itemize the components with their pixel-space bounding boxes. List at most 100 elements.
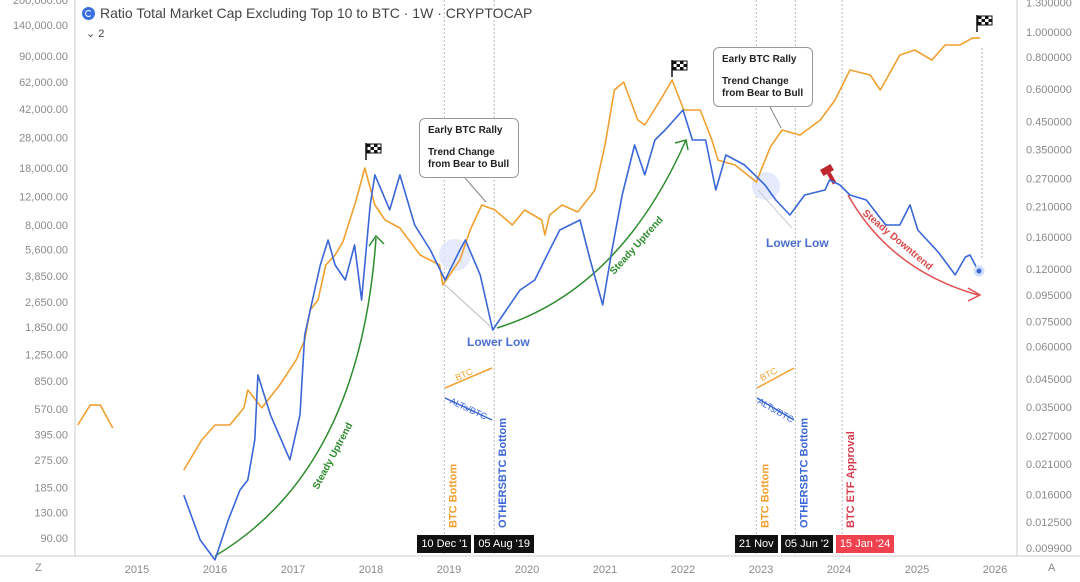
right-axis-tick: 0.800000 xyxy=(1026,52,1072,64)
event-label: OTHERSBTC Bottom xyxy=(497,418,509,528)
right-axis-tick: 0.009900 xyxy=(1026,543,1072,555)
lower-low-arrow xyxy=(757,189,793,229)
zoom-toggle[interactable]: Z xyxy=(35,562,42,574)
right-axis-tick: 0.120000 xyxy=(1026,264,1072,276)
uptrend-arc xyxy=(214,237,377,557)
mini-legend-alts: ALTs/BTC xyxy=(756,396,796,425)
left-axis-tick: 185.00 xyxy=(34,483,68,495)
callout-line: Trend Change xyxy=(428,147,495,158)
chevron-down-icon: ⌄ xyxy=(86,28,96,40)
chart-title-text: Ratio Total Market Cap Excluding Top 10 … xyxy=(100,5,533,21)
right-axis-tick: 0.045000 xyxy=(1026,374,1072,386)
callout-early-btc-rally: Early BTC Rally Trend Change from Bear t… xyxy=(419,118,519,178)
chart-title[interactable]: Ratio Total Market Cap Excluding Top 10 … xyxy=(82,5,532,21)
checkered-flag-icon xyxy=(976,15,993,32)
mini-legend-btc-line xyxy=(756,367,795,389)
lower-low-label: Lower Low xyxy=(766,236,829,250)
left-axis-tick: 5,600.00 xyxy=(25,245,68,257)
highlight-circle xyxy=(439,239,471,271)
right-axis-tick: 0.450000 xyxy=(1026,116,1072,128)
x-axis-ticks[interactable]: 2015 2016 2017 2018 2019 2020 2021 2022 2023 2024… xyxy=(125,564,1007,576)
lower-low-arrow xyxy=(444,284,491,327)
x-axis-tick: 2020 xyxy=(515,564,539,576)
left-axis-tick: 8,000.00 xyxy=(25,220,68,232)
uptrend-arrowhead xyxy=(368,234,385,247)
right-axis-tick: 0.016000 xyxy=(1026,489,1072,501)
callout-line: Early BTC Rally xyxy=(722,54,797,65)
event-label: BTC Bottom xyxy=(447,464,459,528)
last-point-marker xyxy=(973,265,985,277)
downtrend-arrowhead xyxy=(967,287,982,302)
event-label: BTC ETF Approval xyxy=(845,431,857,528)
downtrend-label: Steady Downtrend xyxy=(860,208,934,273)
uptrend-arrowhead xyxy=(674,139,689,151)
mini-legend-alts-line xyxy=(756,397,795,421)
uptrend-arc xyxy=(496,139,687,329)
checkered-flag-icon xyxy=(671,60,688,77)
event-date-label: 10 Dec '1 xyxy=(417,535,472,553)
callout-pointer xyxy=(464,177,487,203)
mini-legend-btc-line xyxy=(444,367,493,389)
mini-legend-btc: BTC xyxy=(758,365,779,383)
uptrend-label: Steady Uptrend xyxy=(311,421,355,491)
right-axis-tick: 0.210000 xyxy=(1026,202,1072,214)
event-label: OTHERSBTC Bottom xyxy=(798,418,810,528)
lower-low-label: Lower Low xyxy=(467,335,530,349)
left-axis-tick: 18,000.00 xyxy=(19,163,68,175)
left-axis-tick: 12,000.00 xyxy=(19,191,68,203)
left-axis-tick: 42,000.00 xyxy=(19,104,68,116)
indicator-count: 2 xyxy=(98,28,105,40)
left-axis-tick: 90.00 xyxy=(40,533,68,545)
left-axis-tick: 62,000.00 xyxy=(19,77,68,89)
checkered-flag-icon xyxy=(365,143,382,160)
right-axis-tick: 0.095000 xyxy=(1026,290,1072,302)
left-axis-tick: 2,650.00 xyxy=(25,297,68,309)
left-axis-tick: 140,000.00 xyxy=(13,20,68,32)
right-axis-tick: 0.060000 xyxy=(1026,342,1072,354)
event-date-label: 05 Aug '19 xyxy=(474,535,534,553)
right-axis-ticks[interactable]: 1.300000 1.000000 0.800000 0.600000 0.450000… xyxy=(1026,0,1072,555)
x-axis-tick: 2016 xyxy=(203,564,227,576)
right-axis-tick: 0.027000 xyxy=(1026,431,1072,443)
left-axis-tick: 28,000.00 xyxy=(19,132,68,144)
right-axis-tick: 0.270000 xyxy=(1026,173,1072,185)
indicators-collapse-toggle[interactable]: ⌄ 2 xyxy=(86,27,104,40)
callout-line: from Bear to Bull xyxy=(722,88,804,99)
left-axis-ticks[interactable]: 200,000.00 140,000.00 90,000.00 62,000.00 42… xyxy=(13,0,68,545)
left-axis-tick: 3,850.00 xyxy=(25,271,68,283)
right-axis-tick: 0.350000 xyxy=(1026,144,1072,156)
symbol-logo-icon xyxy=(82,6,95,20)
mini-legend-alts: ALTs/BTC xyxy=(448,396,489,422)
right-axis-tick: 1.000000 xyxy=(1026,27,1072,39)
auto-scale-toggle[interactable]: A xyxy=(1048,562,1056,574)
x-axis-tick: 2019 xyxy=(437,564,461,576)
event-date-label: 05 Jun '2 xyxy=(780,535,834,553)
x-axis-tick: 2015 xyxy=(125,564,149,576)
x-axis-tick: 2021 xyxy=(593,564,617,576)
event-label: BTC Bottom xyxy=(759,464,771,528)
callout-line: Early BTC Rally xyxy=(428,125,503,136)
x-axis-tick: 2024 xyxy=(827,564,851,576)
left-axis-tick: 275.00 xyxy=(34,455,68,467)
right-axis-tick: 0.600000 xyxy=(1026,84,1072,96)
right-axis-tick: 0.075000 xyxy=(1026,317,1072,329)
callout-line: Trend Change xyxy=(722,76,789,87)
left-axis-tick: 395.00 xyxy=(34,430,68,442)
callout-early-btc-rally: Early BTC Rally Trend Change from Bear t… xyxy=(713,47,813,107)
right-axis-tick: 0.035000 xyxy=(1026,402,1072,414)
right-axis-tick: 0.160000 xyxy=(1026,232,1072,244)
series-line-altsbtc xyxy=(183,109,979,561)
event-date-label: 21 Nov xyxy=(734,535,778,553)
left-axis-tick: 200,000.00 xyxy=(13,0,68,7)
x-axis-tick: 2023 xyxy=(749,564,773,576)
callout-line: from Bear to Bull xyxy=(428,159,510,170)
x-axis-tick: 2022 xyxy=(671,564,695,576)
series-line-btc xyxy=(77,404,114,429)
left-axis-tick: 130.00 xyxy=(34,507,68,519)
left-axis-tick: 90,000.00 xyxy=(19,51,68,63)
right-axis-tick: 0.021000 xyxy=(1026,459,1072,471)
series-line-btc xyxy=(183,37,981,471)
right-axis-tick: 1.300000 xyxy=(1026,0,1072,10)
x-axis-tick: 2026 xyxy=(983,564,1007,576)
